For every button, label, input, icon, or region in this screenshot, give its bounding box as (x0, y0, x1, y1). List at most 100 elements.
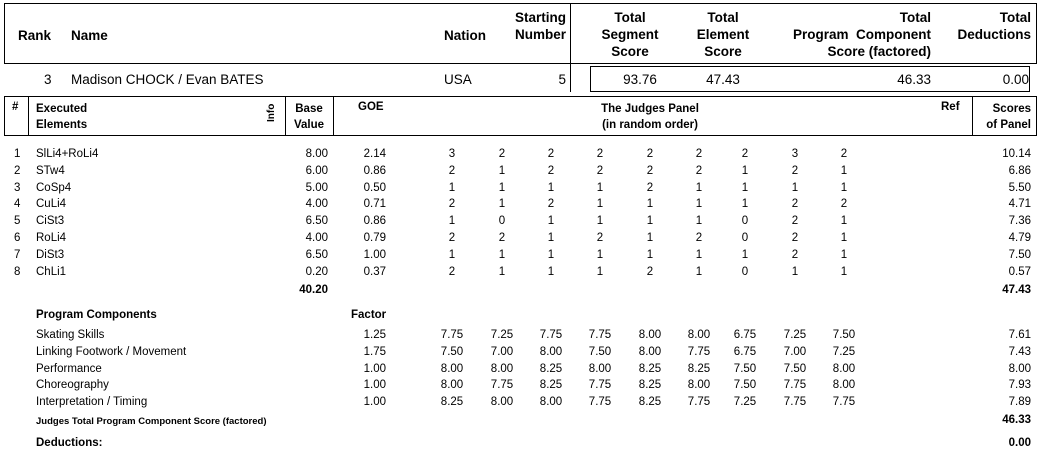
element-judge-score: 2 (646, 164, 654, 177)
col-divider-scores (972, 96, 973, 136)
component-judge-score: 8.25 (539, 362, 563, 375)
element-number: 2 (14, 164, 21, 177)
element-judge-score: 1 (596, 215, 604, 228)
element-goe: 0.86 (363, 164, 386, 177)
element-panel-score: 4.71 (1008, 198, 1031, 211)
judges-panel-header: The Judges Panel (in random order) (601, 103, 699, 131)
element-judge-score: 1 (547, 265, 555, 278)
elements-score-total: 47.43 (1002, 284, 1031, 296)
element-judge-score: 1 (596, 181, 604, 194)
element-name: DiSt3 (36, 248, 65, 261)
element-judge-score: 1 (448, 181, 456, 194)
element-panel-score: 7.36 (1008, 215, 1031, 228)
element-base-value: 6.50 (305, 248, 328, 261)
element-judge-score: 1 (498, 248, 506, 261)
component-factor: 1.00 (363, 362, 386, 375)
element-judge-score: 2 (448, 232, 456, 244)
component-judge-score: 8.00 (638, 345, 662, 358)
component-judge-score: 7.75 (440, 329, 464, 341)
element-judge-score: 1 (741, 248, 749, 261)
element-number: 3 (14, 181, 21, 194)
component-judge-score: 8.00 (440, 362, 464, 375)
element-judge-score: 1 (695, 248, 703, 261)
element-base-value: 8.00 (305, 148, 328, 160)
element-judge-score: 2 (840, 198, 848, 211)
element-judge-score: 1 (547, 248, 555, 261)
tss-value-box (590, 66, 1030, 92)
element-judge-score: 2 (840, 148, 848, 160)
scores-of-panel-header: Scores of Panel (986, 103, 1031, 131)
element-base-value: 4.00 (305, 198, 328, 211)
element-judge-score: 1 (791, 181, 799, 194)
element-judge-score: 1 (695, 198, 703, 211)
total-deductions-header: Total Deductions (957, 10, 1031, 42)
component-judge-score: 7.75 (588, 396, 612, 409)
element-judge-score: 0 (741, 215, 749, 228)
component-judge-score: 8.25 (638, 362, 662, 375)
component-judge-score: 7.00 (783, 345, 807, 358)
deductions-label: Deductions: (36, 437, 103, 449)
skater-starting-number: 5 (558, 72, 566, 87)
component-name: Skating Skills (36, 329, 105, 341)
info-header: Info (266, 103, 277, 122)
element-base-value: 0.20 (305, 265, 328, 278)
total-segment-score-header: Total Segment Score (601, 10, 659, 59)
element-number: 5 (14, 215, 21, 228)
component-name: Choreography (36, 379, 109, 392)
name-header: Name (71, 28, 108, 43)
element-panel-score: 7.50 (1008, 248, 1031, 261)
element-judge-score: 2 (695, 232, 703, 244)
component-judge-score: 8.25 (687, 362, 711, 375)
nation-header: Nation (444, 28, 486, 43)
element-number: 6 (14, 232, 21, 244)
element-number: 4 (14, 198, 21, 211)
element-judge-score: 2 (791, 215, 799, 228)
element-judge-score: 1 (741, 181, 749, 194)
element-judge-score: 3 (791, 148, 799, 160)
element-base-value: 4.00 (305, 232, 328, 244)
component-judge-score: 7.50 (733, 379, 757, 392)
component-factor: 1.75 (363, 345, 386, 358)
component-judge-score: 6.75 (733, 345, 757, 358)
pcs-total-label: Judges Total Program Component Score (fa… (36, 416, 267, 427)
element-judge-score: 2 (646, 181, 654, 194)
component-judge-score: 7.75 (687, 345, 711, 358)
element-judge-score: 1 (646, 198, 654, 211)
component-panel-score: 7.61 (1008, 329, 1031, 341)
component-judge-score: 8.00 (490, 396, 514, 409)
element-judge-score: 1 (695, 265, 703, 278)
component-judge-score: 7.75 (783, 379, 807, 392)
element-judge-score: 2 (791, 198, 799, 211)
element-judge-score: 1 (840, 248, 848, 261)
component-name: Linking Footwork / Movement (36, 345, 187, 358)
element-judge-score: 1 (840, 181, 848, 194)
component-judge-score: 7.75 (687, 396, 711, 409)
element-base-value: 5.00 (305, 181, 328, 194)
component-judge-score: 8.25 (440, 396, 464, 409)
component-judge-score: 7.25 (783, 329, 807, 341)
tes-value: 47.43 (706, 72, 740, 87)
element-goe: 0.50 (363, 181, 386, 194)
component-judge-score: 7.50 (440, 345, 464, 358)
element-base-value: 6.00 (305, 164, 328, 177)
elements-base-total: 40.20 (299, 284, 328, 296)
element-judge-score: 0 (741, 265, 749, 278)
component-judge-score: 8.00 (832, 379, 856, 392)
element-name: SlLi4+RoLi4 (36, 148, 99, 160)
component-judge-score: 7.75 (832, 396, 856, 409)
component-panel-score: 7.43 (1008, 345, 1031, 358)
component-judge-score: 7.25 (490, 329, 514, 341)
ref-header: Ref (941, 101, 960, 113)
component-judge-score: 7.50 (733, 362, 757, 375)
element-judge-score: 1 (596, 265, 604, 278)
component-judge-score: 8.25 (539, 379, 563, 392)
element-panel-score: 5.50 (1008, 181, 1031, 194)
total-element-score-header: Total Element Score (696, 10, 750, 59)
element-panel-score: 10.14 (1002, 148, 1031, 160)
element-name: STw4 (36, 164, 65, 177)
element-judge-score: 2 (596, 232, 604, 244)
element-judge-score: 2 (498, 232, 506, 244)
element-number: 7 (14, 248, 21, 261)
element-judge-score: 1 (840, 232, 848, 244)
element-name: ChLi1 (36, 265, 67, 278)
